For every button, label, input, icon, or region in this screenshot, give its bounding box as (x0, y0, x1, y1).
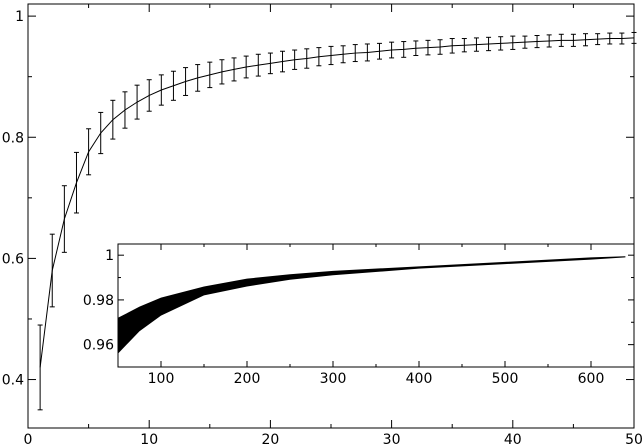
main-y-tick-label: 0.8 (2, 130, 24, 146)
inset-x-tick-label: 200 (234, 371, 261, 387)
main-x-tick-label: 40 (504, 432, 522, 447)
main-series-line (39, 37, 635, 368)
main-x-tick-label: 50 (625, 432, 643, 447)
main-y-tick-label: 1 (15, 9, 24, 25)
inset-y-tick-label: 0.96 (83, 338, 114, 354)
inset-y-tick-label: 1 (105, 248, 114, 264)
main-y-tick-label: 0.4 (2, 373, 24, 389)
main-x-tick-label: 10 (140, 432, 158, 447)
inset-background (118, 244, 634, 367)
inset-x-tick-label: 600 (578, 371, 605, 387)
inset-x-tick-label: 100 (148, 371, 175, 387)
inset-x-tick-label: 400 (406, 371, 433, 387)
inset-x-tick-label: 500 (492, 371, 519, 387)
inset-y-tick-label: 0.98 (83, 293, 114, 309)
main-x-tick-label: 30 (383, 432, 401, 447)
main-x-tick-label: 0 (24, 432, 33, 447)
main-y-tick-label: 0.6 (2, 251, 24, 267)
inset-x-tick-label: 300 (320, 371, 347, 387)
inset-band (118, 256, 626, 354)
main-x-tick-label: 20 (261, 432, 279, 447)
